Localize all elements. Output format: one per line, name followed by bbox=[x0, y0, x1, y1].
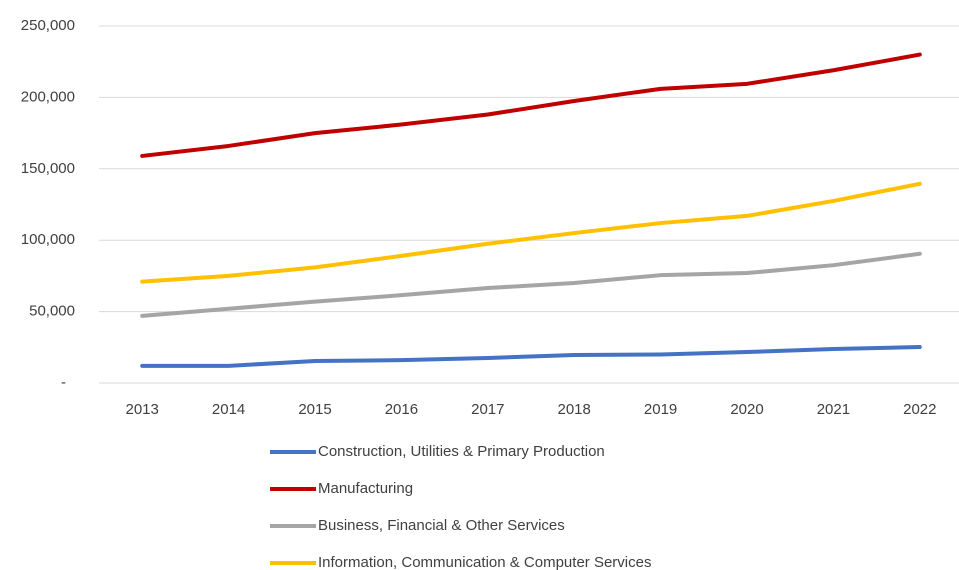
x-tick-label: 2013 bbox=[126, 401, 159, 418]
x-tick-label: 2014 bbox=[212, 401, 245, 418]
y-tick-label: 50,000 bbox=[29, 303, 75, 320]
x-tick-label: 2021 bbox=[817, 401, 850, 418]
x-tick-label: 2015 bbox=[298, 401, 331, 418]
x-tick-label: 2019 bbox=[644, 401, 677, 418]
series-line bbox=[140, 52, 922, 158]
x-tick-label: 2018 bbox=[558, 401, 591, 418]
series-line bbox=[140, 251, 922, 318]
legend-label: Construction, Utilities & Primary Produc… bbox=[318, 443, 605, 460]
x-tick-label: 2022 bbox=[903, 401, 936, 418]
y-tick-label: 200,000 bbox=[21, 88, 75, 105]
y-tick-label: 100,000 bbox=[21, 231, 75, 248]
y-tick-label: - bbox=[61, 374, 66, 391]
x-tick-label: 2020 bbox=[730, 401, 763, 418]
series-line bbox=[140, 181, 922, 284]
legend-label: Manufacturing bbox=[318, 480, 413, 497]
series-line bbox=[140, 345, 922, 368]
y-tick-label: 150,000 bbox=[21, 160, 75, 177]
legend-label: Information, Communication & Computer Se… bbox=[318, 554, 651, 570]
legend-label: Business, Financial & Other Services bbox=[318, 517, 565, 534]
x-tick-label: 2016 bbox=[385, 401, 418, 418]
y-tick-label: 250,000 bbox=[21, 17, 75, 34]
x-tick-label: 2017 bbox=[471, 401, 504, 418]
